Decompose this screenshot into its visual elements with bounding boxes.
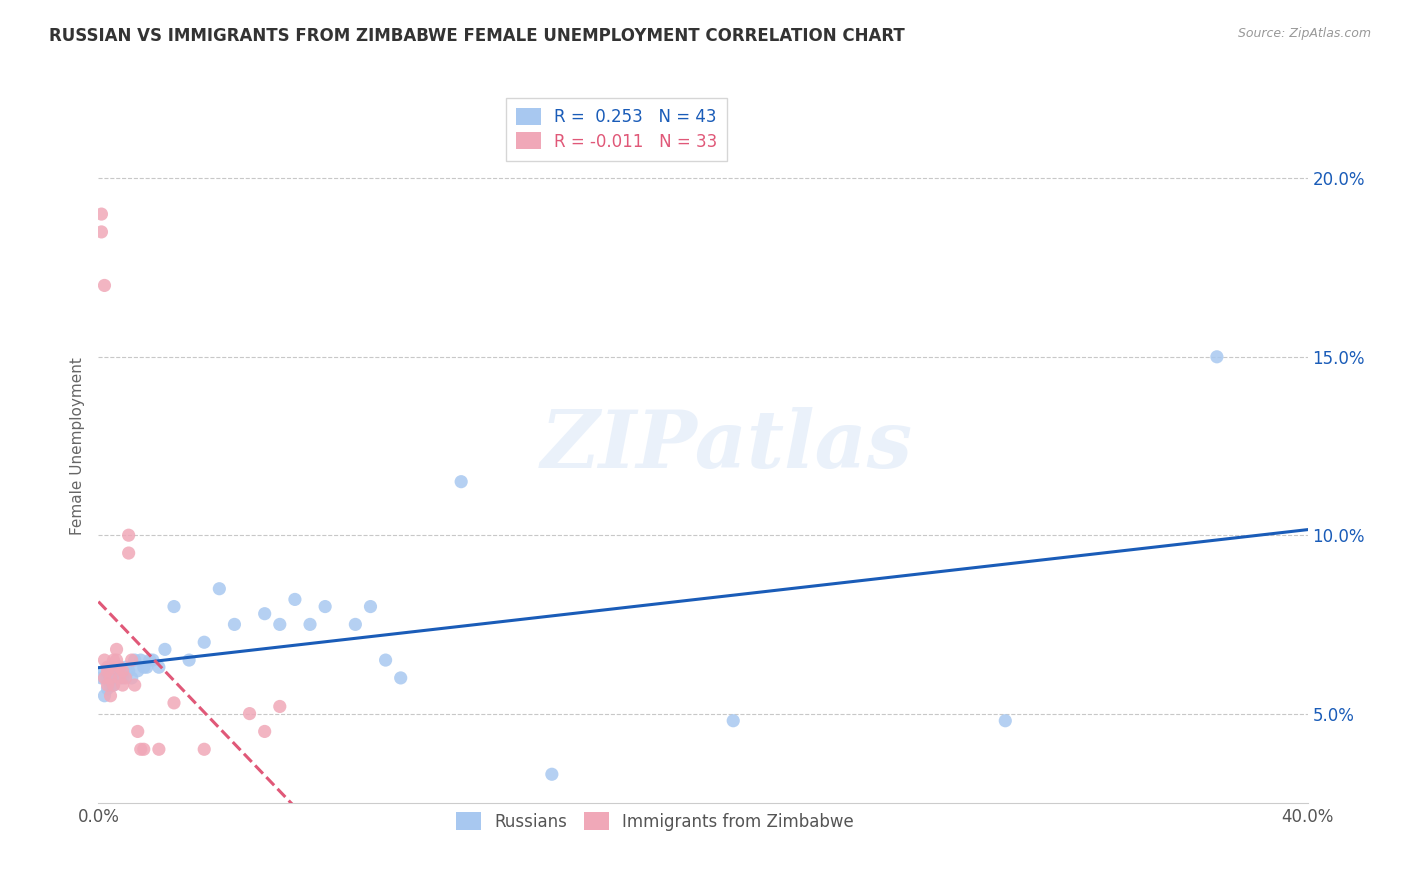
Point [93,278,115,293]
Point [360,599,382,614]
Point [111,678,134,692]
Text: Source: ZipAtlas.com: Source: ZipAtlas.com [1237,27,1371,40]
Point [299,617,322,632]
Point [100,678,122,692]
Point [108,671,131,685]
Point [108,660,131,674]
Point [153,642,176,657]
Point [103,664,125,678]
Point [121,653,143,667]
Point [540,767,562,781]
Point [114,660,136,674]
Text: RUSSIAN VS IMMIGRANTS FROM ZIMBABWE FEMALE UNEMPLOYMENT CORRELATION CHART: RUSSIAN VS IMMIGRANTS FROM ZIMBABWE FEMA… [49,27,905,45]
Point [90,207,112,221]
Point [208,582,231,596]
Point [103,660,125,674]
Point [93,671,115,685]
Point [96,678,118,692]
Point [121,671,143,685]
Point [127,724,149,739]
Point [269,617,291,632]
Point [103,678,125,692]
Point [111,671,134,685]
Point [118,664,141,678]
Point [193,635,215,649]
Point [389,671,412,685]
Point [269,699,291,714]
Point [124,678,146,692]
Point [148,742,170,756]
Point [96,681,118,696]
Point [114,671,136,685]
Point [253,607,276,621]
Point [93,689,115,703]
Point [1206,350,1229,364]
Point [163,599,186,614]
Point [193,742,215,756]
Point [135,660,157,674]
Point [93,664,115,678]
Point [994,714,1017,728]
Point [374,653,396,667]
Point [96,660,118,674]
Point [284,592,307,607]
Point [132,660,155,674]
Point [118,528,141,542]
Point [93,653,115,667]
Point [108,660,131,674]
Point [105,653,128,667]
Point [139,653,162,667]
Point [723,714,745,728]
Point [253,724,276,739]
Point [344,617,367,632]
Point [105,642,128,657]
Point [105,671,128,685]
Point [100,671,122,685]
Point [127,664,149,678]
Point [100,689,122,703]
Point [96,671,118,685]
Point [100,660,122,674]
Point [129,742,152,756]
Point [314,599,336,614]
Point [90,225,112,239]
Point [224,617,246,632]
Point [103,653,125,667]
Point [118,546,141,560]
Point [179,653,201,667]
Point [163,696,186,710]
Point [111,664,134,678]
Point [124,653,146,667]
Point [129,653,152,667]
Point [103,678,125,692]
Y-axis label: Female Unemployment: Female Unemployment [69,357,84,535]
Point [148,660,170,674]
Point [142,653,165,667]
Point [450,475,472,489]
Point [239,706,262,721]
Legend: Russians, Immigrants from Zimbabwe: Russians, Immigrants from Zimbabwe [449,805,860,838]
Point [96,664,118,678]
Point [132,742,155,756]
Text: ZIPatlas: ZIPatlas [541,408,914,484]
Point [90,671,112,685]
